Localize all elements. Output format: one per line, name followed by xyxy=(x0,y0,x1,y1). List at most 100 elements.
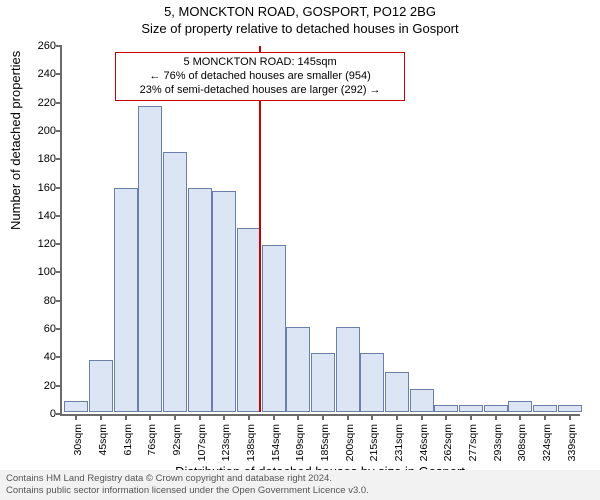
annotation-box: 5 MONCKTON ROAD: 145sqm← 76% of detached… xyxy=(115,52,405,101)
x-tick-label: 231sqm xyxy=(393,424,405,461)
x-tick-mark xyxy=(297,414,299,420)
x-tick-mark xyxy=(347,414,349,420)
x-tick-label: 76sqm xyxy=(146,424,158,456)
histogram-bar xyxy=(262,245,286,412)
histogram-bar xyxy=(508,401,532,412)
y-tick-mark xyxy=(56,215,62,217)
histogram-bar xyxy=(163,152,187,412)
plot-area: 02040608010012014016018020022024026030sq… xyxy=(60,46,580,416)
x-tick-label: 246sqm xyxy=(418,424,430,461)
x-tick-mark xyxy=(569,414,571,420)
y-tick-label: 40 xyxy=(20,351,56,363)
histogram-bar xyxy=(114,188,138,412)
y-tick-mark xyxy=(56,158,62,160)
x-tick-label: 185sqm xyxy=(319,424,331,461)
y-tick-label: 200 xyxy=(20,125,56,137)
y-tick-mark xyxy=(56,356,62,358)
y-tick-label: 0 xyxy=(20,408,56,420)
x-tick-label: 123sqm xyxy=(220,424,232,461)
annotation-line: 23% of semi-detached houses are larger (… xyxy=(122,84,398,98)
x-tick-label: 293sqm xyxy=(492,424,504,461)
x-tick-label: 277sqm xyxy=(467,424,479,461)
y-tick-mark xyxy=(56,243,62,245)
x-tick-mark xyxy=(421,414,423,420)
x-tick-mark xyxy=(322,414,324,420)
title-block: 5, MONCKTON ROAD, GOSPORT, PO12 2BG Size… xyxy=(0,0,600,36)
x-tick-mark xyxy=(519,414,521,420)
x-tick-mark xyxy=(100,414,102,420)
histogram-bar xyxy=(434,405,458,412)
x-tick-label: 107sqm xyxy=(196,424,208,461)
footer-line-1: Contains HM Land Registry data © Crown c… xyxy=(6,473,594,485)
x-tick-label: 138sqm xyxy=(245,424,257,461)
x-tick-mark xyxy=(174,414,176,420)
x-tick-label: 30sqm xyxy=(72,424,84,456)
y-tick-mark xyxy=(56,328,62,330)
x-tick-label: 262sqm xyxy=(442,424,454,461)
x-tick-label: 339sqm xyxy=(566,424,578,461)
histogram-bar xyxy=(410,389,434,412)
x-tick-mark xyxy=(125,414,127,420)
x-tick-mark xyxy=(75,414,77,420)
annotation-line: 5 MONCKTON ROAD: 145sqm xyxy=(122,56,398,70)
x-tick-mark xyxy=(445,414,447,420)
histogram-bar xyxy=(138,106,162,412)
title-line-2: Size of property relative to detached ho… xyxy=(0,21,600,36)
x-tick-label: 308sqm xyxy=(516,424,528,461)
histogram-bar xyxy=(237,228,261,412)
y-tick-mark xyxy=(56,73,62,75)
x-tick-label: 92sqm xyxy=(171,424,183,456)
x-tick-mark xyxy=(544,414,546,420)
x-tick-label: 61sqm xyxy=(122,424,134,456)
y-tick-label: 120 xyxy=(20,238,56,250)
y-tick-mark xyxy=(56,45,62,47)
x-tick-mark xyxy=(248,414,250,420)
footer: Contains HM Land Registry data © Crown c… xyxy=(0,470,600,500)
x-tick-mark xyxy=(371,414,373,420)
x-tick-label: 45sqm xyxy=(97,424,109,456)
histogram-bar xyxy=(89,360,113,412)
y-tick-label: 80 xyxy=(20,295,56,307)
chart-container: 5, MONCKTON ROAD, GOSPORT, PO12 2BG Size… xyxy=(0,0,600,500)
histogram-bar xyxy=(385,372,409,412)
x-tick-mark xyxy=(149,414,151,420)
histogram-bar xyxy=(336,327,360,412)
x-tick-mark xyxy=(223,414,225,420)
x-tick-label: 169sqm xyxy=(294,424,306,461)
y-tick-label: 100 xyxy=(20,266,56,278)
y-tick-label: 240 xyxy=(20,68,56,80)
y-tick-mark xyxy=(56,187,62,189)
footer-line-2: Contains public sector information licen… xyxy=(6,485,594,497)
histogram-bar xyxy=(484,405,508,412)
histogram-bar xyxy=(286,327,310,412)
x-tick-mark xyxy=(199,414,201,420)
y-tick-label: 20 xyxy=(20,380,56,392)
x-tick-mark xyxy=(396,414,398,420)
y-tick-label: 160 xyxy=(20,182,56,194)
histogram-bar xyxy=(459,405,483,412)
y-tick-mark xyxy=(56,102,62,104)
y-tick-label: 220 xyxy=(20,97,56,109)
x-tick-label: 215sqm xyxy=(368,424,380,461)
y-tick-mark xyxy=(56,300,62,302)
annotation-line: ← 76% of detached houses are smaller (95… xyxy=(122,70,398,84)
histogram-bar xyxy=(558,405,582,412)
y-tick-mark xyxy=(56,385,62,387)
x-tick-label: 200sqm xyxy=(344,424,356,461)
y-tick-label: 140 xyxy=(20,210,56,222)
x-tick-mark xyxy=(273,414,275,420)
x-tick-label: 154sqm xyxy=(270,424,282,461)
y-tick-label: 180 xyxy=(20,153,56,165)
histogram-bar xyxy=(212,191,236,412)
plot-wrap: 02040608010012014016018020022024026030sq… xyxy=(60,46,580,416)
histogram-bar xyxy=(360,353,384,412)
x-tick-label: 324sqm xyxy=(541,424,553,461)
histogram-bar xyxy=(311,353,335,412)
y-tick-mark xyxy=(56,271,62,273)
y-tick-mark xyxy=(56,130,62,132)
y-tick-mark xyxy=(56,413,62,415)
y-tick-label: 260 xyxy=(20,40,56,52)
histogram-bar xyxy=(533,405,557,412)
x-tick-mark xyxy=(470,414,472,420)
histogram-bar xyxy=(64,401,88,412)
